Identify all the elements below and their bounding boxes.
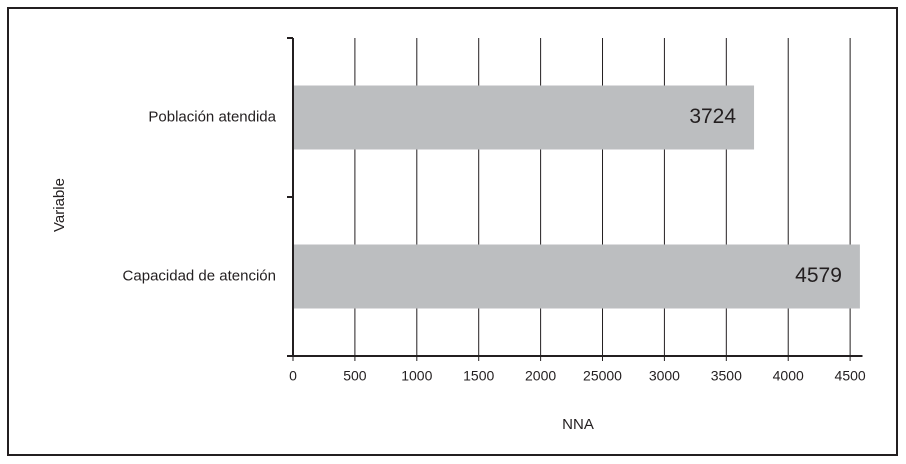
data-label: 4579 [795,264,842,287]
x-tick-label: 25000 [583,368,622,384]
frame [7,7,898,456]
y-tick-label: Población atendida [148,108,276,125]
x-tick-label: 3500 [711,368,742,384]
x-tick-label: 0 [289,368,297,384]
bar [293,244,860,309]
data-label: 3724 [689,105,736,128]
bar [293,85,755,150]
x-tick-label: 3000 [649,368,680,384]
y-tick-label: Capacidad de atención [123,267,276,284]
x-tick-label: 2000 [525,368,556,384]
x-axis-title: NNA [562,416,594,433]
x-tick-label: 4000 [773,368,804,384]
x-tick-label: 1000 [401,368,432,384]
y-axis-title: Variable [51,178,68,232]
x-tick-label: 4500 [835,368,866,384]
x-tick-label: 500 [343,368,367,384]
x-tick-label: 1500 [463,368,494,384]
